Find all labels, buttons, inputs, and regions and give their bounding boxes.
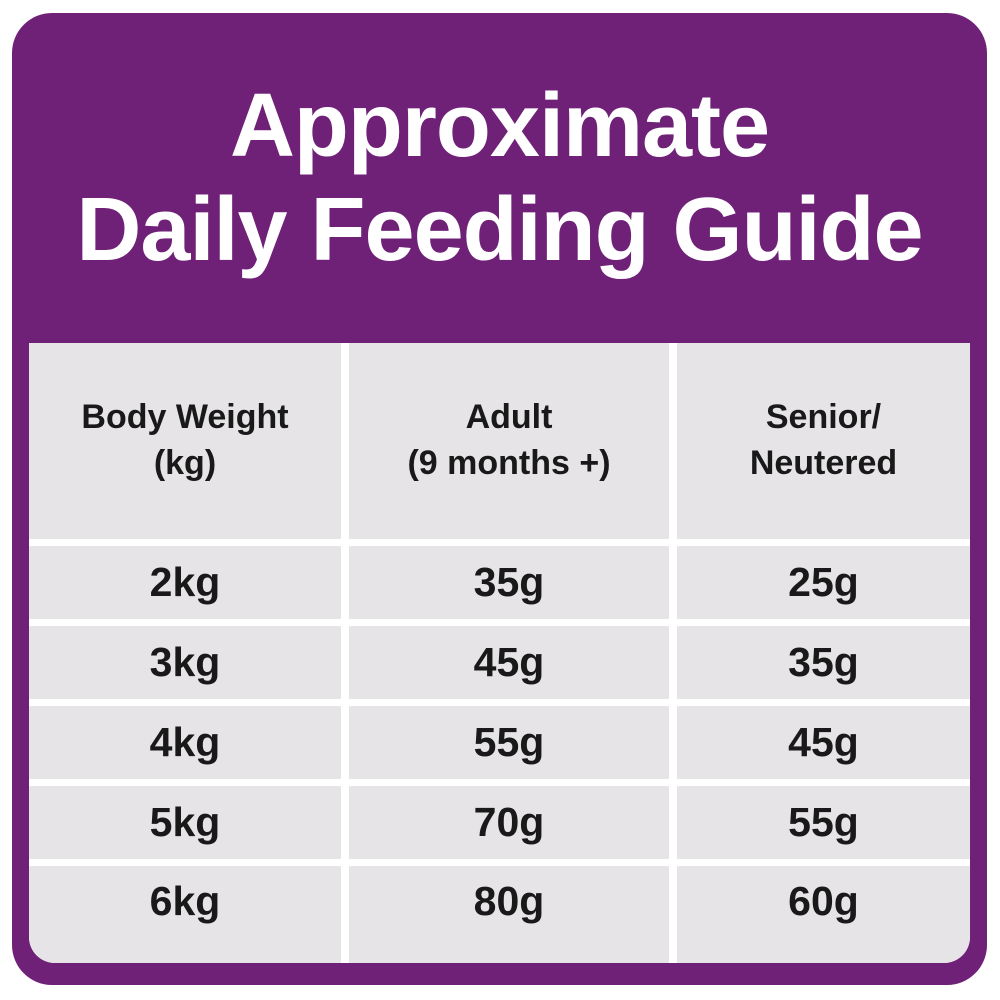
table-cell-weight: 2kg (29, 546, 341, 619)
column-header-text: Adult (465, 398, 553, 437)
column-header-text: (kg) (153, 444, 217, 482)
table-cell-senior: 55g (677, 786, 970, 859)
column-header-body-weight: Body Weight (kg) (29, 343, 341, 539)
table-cell-adult: 80g (349, 866, 669, 963)
title-line-1: Approximate (229, 75, 770, 176)
feeding-table: Body Weight (kg) Adult (9 months +) Seni… (29, 343, 970, 963)
title-line-2: Daily Feeding Guide (76, 180, 923, 280)
column-header-text: Senior/ (765, 398, 882, 437)
table-cell-adult: 70g (349, 786, 669, 859)
column-header-text: (9 months +) (407, 444, 611, 482)
column-header-text: Neutered (749, 444, 898, 482)
table-cell-senior: 35g (677, 626, 970, 699)
table-cell-adult: 35g (349, 546, 669, 619)
table-cell-senior: 60g (677, 866, 970, 963)
table-cell-weight: 6kg (29, 866, 341, 963)
page-title: Approximate Daily Feeding Guide (76, 74, 923, 283)
feeding-guide-card: Approximate Daily Feeding Guide Body Wei… (12, 13, 987, 985)
table-cell-weight: 3kg (29, 626, 341, 699)
table-cell-senior: 25g (677, 546, 970, 619)
table-cell-senior: 45g (677, 706, 970, 779)
table-cell-weight: 4kg (29, 706, 341, 779)
table-cell-adult: 45g (349, 626, 669, 699)
column-header-text: Body Weight (81, 398, 289, 437)
table-cell-adult: 55g (349, 706, 669, 779)
column-header-adult: Adult (9 months +) (349, 343, 669, 539)
table-cell-weight: 5kg (29, 786, 341, 859)
card-header: Approximate Daily Feeding Guide (12, 13, 987, 343)
column-header-senior-neutered: Senior/ Neutered (677, 343, 970, 539)
